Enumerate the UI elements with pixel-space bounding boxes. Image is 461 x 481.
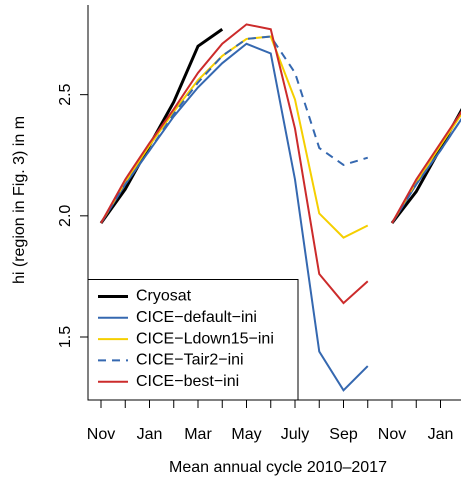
y-tick-label: 1.5 [57, 326, 74, 348]
x-tick-label: Jan [428, 426, 454, 443]
series-line [100, 42, 369, 392]
legend-label: CICE−best−ini [136, 373, 239, 390]
x-tick-label: Jan [137, 426, 163, 443]
series-line [100, 23, 369, 305]
series-line [391, 110, 461, 224]
x-tick-label: Mar [184, 426, 212, 443]
y-tick-label: 2.0 [57, 205, 74, 227]
series-line [99, 28, 224, 224]
series-line [100, 35, 369, 224]
legend-label: CICE−default−ini [136, 309, 257, 326]
x-tick-label: Nov [87, 426, 115, 443]
legend-label: Cryosat [136, 288, 192, 305]
series-line [100, 35, 369, 239]
plot-area [99, 23, 461, 392]
x-tick-label: May [231, 426, 261, 443]
y-axis-label: hi (region in Fig. 3) in m [11, 116, 28, 284]
x-tick-label: Nov [378, 426, 406, 443]
legend-label: CICE−Ldown15−ini [136, 330, 274, 347]
x-tick-label: Sep [329, 426, 358, 443]
y-tick-label: 2.5 [57, 83, 74, 105]
legend-label: CICE−Tair2−ini [136, 352, 244, 369]
x-tick-label: July [281, 426, 309, 443]
x-axis-label: Mean annual cycle 2010–2017 [169, 459, 387, 476]
